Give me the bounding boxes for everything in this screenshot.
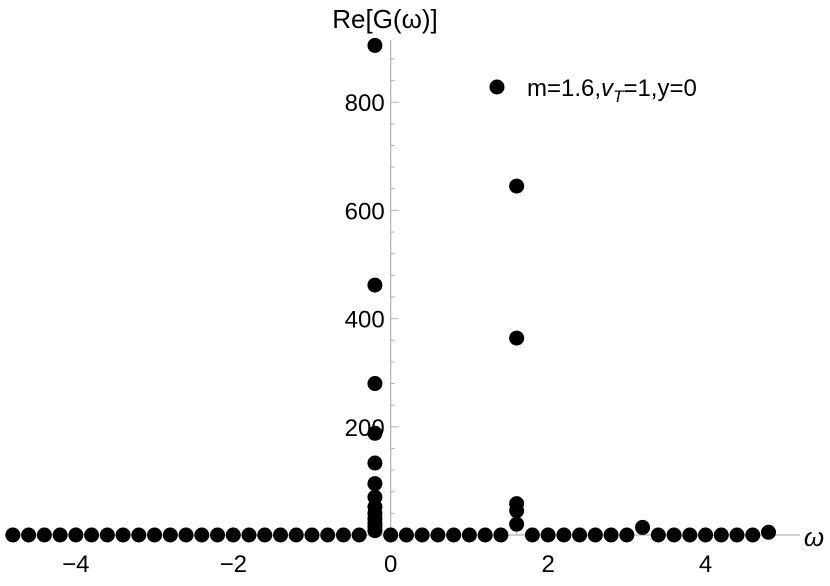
- data-point: [272, 527, 288, 543]
- data-point: [367, 37, 383, 53]
- data-point: [210, 527, 226, 543]
- y-axis-label: Re[G(ω)]: [332, 4, 438, 34]
- data-point: [493, 527, 509, 543]
- data-point: [115, 527, 131, 543]
- x-tick-label: 4: [699, 551, 712, 578]
- data-point: [241, 527, 257, 543]
- data-point: [572, 527, 588, 543]
- x-tick-label: 0: [384, 551, 397, 578]
- data-point: [414, 527, 430, 543]
- legend-text-v: v: [601, 75, 615, 102]
- data-point: [761, 524, 777, 540]
- y-tick-label: 600: [345, 198, 385, 225]
- data-point: [68, 527, 84, 543]
- legend-marker: [489, 79, 505, 95]
- data-point: [446, 527, 462, 543]
- data-point: [21, 527, 37, 543]
- data-point: [461, 527, 477, 543]
- data-point: [147, 527, 163, 543]
- data-point: [682, 527, 698, 543]
- y-tick-label: 400: [345, 307, 385, 334]
- data-point: [587, 527, 603, 543]
- data-point: [540, 527, 556, 543]
- data-point: [131, 527, 147, 543]
- data-point: [477, 527, 493, 543]
- data-point: [509, 516, 525, 532]
- data-point: [335, 527, 351, 543]
- data-point: [383, 527, 399, 543]
- data-point: [367, 476, 383, 492]
- y-tick-label: 800: [345, 90, 385, 117]
- data-point: [524, 527, 540, 543]
- data-point: [225, 527, 241, 543]
- data-point: [367, 425, 383, 441]
- data-point: [367, 277, 383, 293]
- data-point: [84, 527, 100, 543]
- data-point: [509, 178, 525, 194]
- data-point: [509, 503, 525, 519]
- data-point: [698, 527, 714, 543]
- data-point: [288, 527, 304, 543]
- x-axis-label: ω: [804, 522, 824, 552]
- data-point: [257, 527, 273, 543]
- data-point: [320, 527, 336, 543]
- data-point: [556, 527, 572, 543]
- data-point: [650, 527, 666, 543]
- data-point: [745, 527, 761, 543]
- data-point: [178, 527, 194, 543]
- x-tick-label: 2: [541, 551, 554, 578]
- data-point: [52, 527, 68, 543]
- legend-label: m=1.6,vT=1,y=0: [527, 75, 697, 106]
- data-point: [99, 527, 115, 543]
- data-point: [666, 527, 682, 543]
- data-point: [351, 527, 367, 543]
- data-point: [162, 527, 178, 543]
- data-point: [367, 523, 383, 539]
- x-tick-label: −4: [62, 551, 89, 578]
- data-point: [194, 527, 210, 543]
- data-point: [713, 527, 729, 543]
- data-point: [603, 527, 619, 543]
- data-point: [36, 527, 52, 543]
- data-point: [635, 519, 651, 535]
- data-point: [619, 527, 635, 543]
- legend-text-rest: =1,y=0: [623, 75, 696, 102]
- data-point: [367, 376, 383, 392]
- legend-text-sub: T: [613, 87, 625, 106]
- data-point: [5, 527, 21, 543]
- legend: m=1.6,vT=1,y=0: [489, 75, 697, 106]
- data-point: [304, 527, 320, 543]
- data-points: [5, 37, 777, 543]
- data-point: [430, 527, 446, 543]
- x-tick-label: −2: [220, 551, 247, 578]
- data-point: [509, 330, 525, 346]
- data-point: [729, 527, 745, 543]
- legend-text-main: m=1.6,: [527, 75, 601, 102]
- data-point: [367, 455, 383, 471]
- data-point: [398, 527, 414, 543]
